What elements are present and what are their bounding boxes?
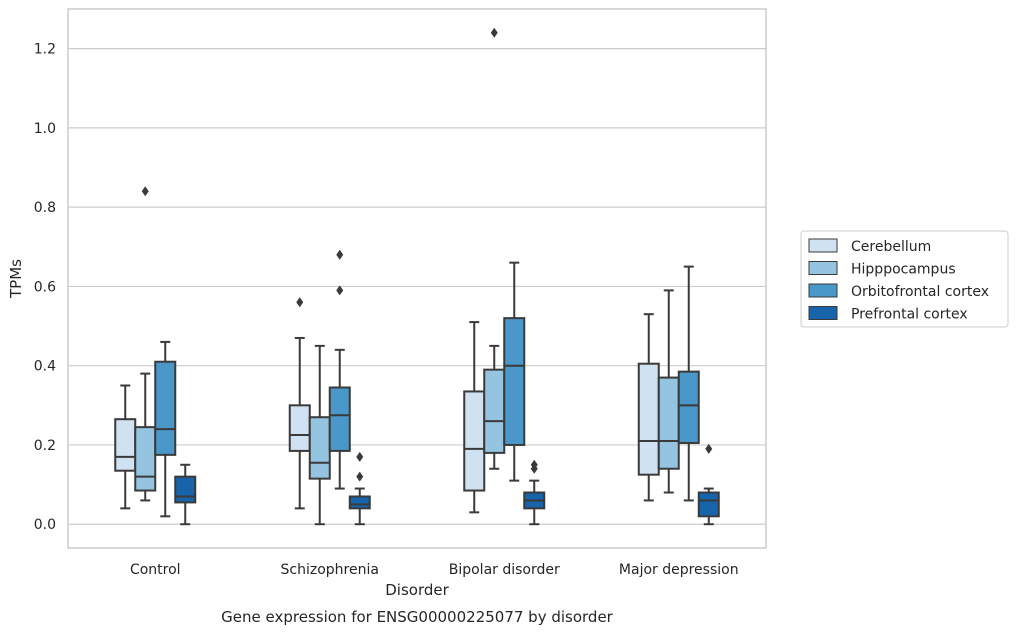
y-tick-label: 0.4: [34, 359, 56, 375]
box-iqr: [503, 317, 526, 446]
box-iqr: [483, 368, 506, 454]
box-prefrontal-cortex-3: [697, 443, 720, 526]
y-tick-label: 1.0: [34, 121, 56, 137]
box-iqr: [463, 390, 486, 492]
y-axis-title: TPMs: [7, 259, 25, 299]
box-iqr: [134, 426, 157, 492]
box-iqr: [174, 475, 197, 504]
y-tick-label: 0.8: [34, 200, 56, 216]
legend-item-orbitofrontal-cortex: Orbitofrontal cortex: [808, 283, 989, 300]
box-iqr: [677, 370, 700, 444]
x-tick-labels: Control Schizophrenia Bipolar disorder Majo…: [130, 562, 739, 578]
legend-item-prefrontal-cortex: Prefrontal cortex: [808, 306, 968, 323]
legend-item-cerebellum: Cerebellum: [808, 238, 931, 255]
x-axis-title: Disorder: [385, 581, 449, 599]
y-tick-labels: 0.0 0.2 0.4 0.6 0.8 1.0 1.2: [34, 42, 56, 534]
figure-caption: Gene expression for ENSG00000225077 by d…: [221, 608, 614, 626]
x-tick-label: Schizophrenia: [281, 562, 379, 578]
box-prefrontal-cortex-0: [174, 463, 197, 526]
box-iqr: [328, 386, 351, 452]
outlier-point: [356, 471, 364, 482]
x-tick-label: Bipolar disorder: [449, 562, 560, 578]
x-tick-label: Major depression: [619, 562, 739, 578]
y-tick-label: 0.2: [34, 438, 56, 454]
box-iqr: [348, 495, 371, 510]
outlier-point: [336, 285, 344, 296]
legend-label: Cerebellum: [851, 239, 931, 255]
box-orbitofrontal-cortex-3: [677, 265, 700, 502]
box-orbitofrontal-cortex-2: [503, 261, 526, 482]
y-tick-label: 0.6: [34, 279, 56, 295]
box-iqr: [637, 362, 660, 476]
legend: Cerebellum Hipppocampus Orbitofrontal cort…: [800, 230, 1009, 328]
box-iqr: [308, 416, 331, 480]
legend-item-hipppocampus: Hipppocampus: [808, 261, 956, 278]
box-iqr: [154, 360, 177, 456]
x-tick-label: Control: [130, 562, 181, 578]
legend-swatch: [808, 261, 838, 275]
box-prefrontal-cortex-2: [523, 459, 546, 526]
legend-swatch: [808, 306, 838, 320]
outlier-point: [336, 249, 344, 260]
box-cerebellum-3: [637, 313, 660, 502]
legend-swatch: [808, 238, 838, 253]
outlier-point: [141, 186, 149, 197]
outlier-point: [296, 297, 304, 308]
box-hipppocampus-3: [657, 289, 680, 494]
box-hipppocampus-1: [308, 344, 331, 526]
y-tick-label: 1.2: [34, 42, 56, 58]
box-cerebellum-2: [463, 321, 486, 514]
plot-frame: [67, 8, 767, 549]
box-iqr: [114, 418, 137, 472]
box-cerebellum-0: [114, 384, 137, 510]
outlier-point: [356, 451, 364, 462]
legend-swatch: [808, 283, 838, 298]
box-series-layer: [114, 27, 720, 526]
box-prefrontal-cortex-1: [348, 451, 371, 526]
grid-lines: [68, 48, 766, 525]
box-hipppocampus-2: [483, 27, 506, 470]
outlier-point: [530, 459, 538, 470]
y-tick-label: 0.0: [34, 517, 56, 533]
box-orbitofrontal-cortex-1: [328, 249, 351, 490]
box-iqr: [697, 491, 720, 518]
legend-label: Prefrontal cortex: [851, 307, 968, 323]
legend-label: Hipppocampus: [851, 262, 956, 278]
legend-frame: [800, 230, 1009, 328]
box-iqr: [657, 376, 680, 470]
box-hipppocampus-0: [134, 186, 157, 502]
box-orbitofrontal-cortex-0: [154, 340, 177, 518]
legend-label: Orbitofrontal cortex: [851, 284, 989, 300]
outlier-point: [705, 443, 713, 454]
box-cerebellum-1: [288, 297, 311, 510]
outlier-point: [490, 27, 498, 38]
box-iqr: [288, 404, 311, 452]
